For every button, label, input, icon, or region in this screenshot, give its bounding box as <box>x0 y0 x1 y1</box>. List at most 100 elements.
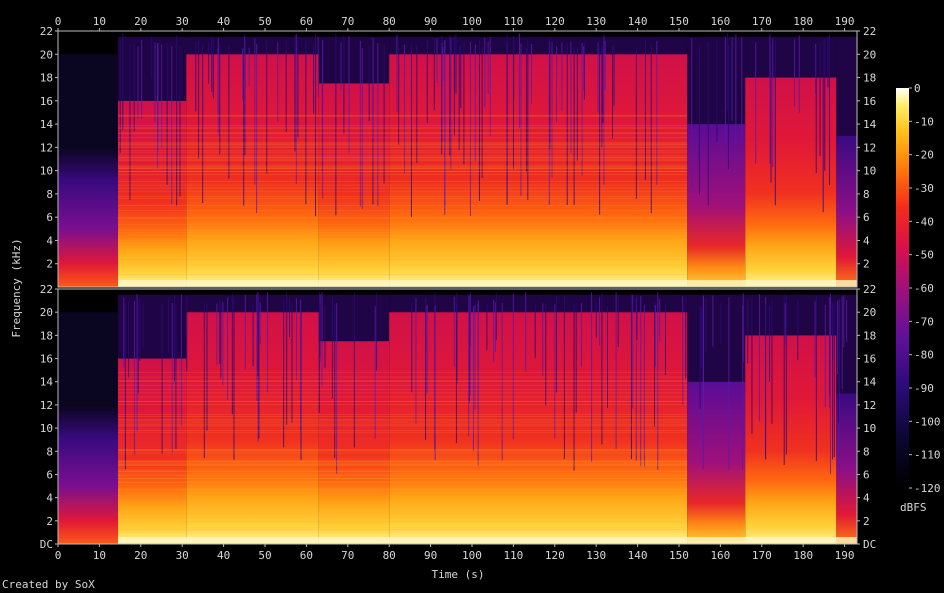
y-tick-label-left: 6 <box>46 211 53 224</box>
x-tick-label-top: 70 <box>341 15 354 28</box>
channel-2-segment-5-haze <box>389 294 688 313</box>
x-tick-label-top: 40 <box>217 15 230 28</box>
y-tick-label-left: 2 <box>46 258 53 271</box>
x-tick-label-top: 180 <box>793 15 813 28</box>
y-tick-label-right: 8 <box>863 188 870 201</box>
y-tick-label-left: 6 <box>46 468 53 481</box>
channel-2-segment-8 <box>836 393 857 544</box>
y-tick-label-left: 8 <box>46 188 53 201</box>
y-tick-label-right: 20 <box>863 48 876 61</box>
colorbar <box>896 88 909 488</box>
x-tick-label-bottom: 170 <box>752 549 772 562</box>
channel-2-segment-8-haze <box>836 294 857 394</box>
y-tick-label-left: 10 <box>40 422 53 435</box>
y-tick-label-left: 16 <box>40 95 53 108</box>
channel-2-segment-1 <box>58 312 119 544</box>
channel-1-segment-8 <box>836 135 857 287</box>
y-tick-label-left: 10 <box>40 165 53 178</box>
y-tick-label-right: 10 <box>863 165 876 178</box>
y-tick-label-right: 4 <box>863 234 870 247</box>
y-tick-label-right: 12 <box>863 141 876 154</box>
channel-1-segment-3-haze <box>186 36 319 55</box>
y-tick-label-right: 18 <box>863 72 876 85</box>
x-tick-label-top: 100 <box>462 15 482 28</box>
x-tick-label-top: 50 <box>258 15 271 28</box>
channel-2-segment-2 <box>118 358 187 544</box>
x-tick-label-bottom: 30 <box>176 549 189 562</box>
x-tick-label-bottom: 20 <box>134 549 147 562</box>
x-tick-label-top: 30 <box>176 15 189 28</box>
y-tick-label-left: 4 <box>46 234 53 247</box>
y-tick-label-left: DC <box>40 538 53 551</box>
x-tick-label-top: 0 <box>55 15 62 28</box>
y-tick-label-left: 14 <box>40 376 54 389</box>
colorbar-tick-label: -10 <box>914 115 934 128</box>
y-tick-label-left: 20 <box>40 48 53 61</box>
y-tick-label-right: 8 <box>863 445 870 458</box>
x-tick-label-bottom: 160 <box>710 549 730 562</box>
y-tick-label-right: 6 <box>863 468 870 481</box>
channel-2-segment-6 <box>687 381 746 544</box>
channel-1-segment-4-haze <box>318 36 390 84</box>
colorbar-tick-label: -80 <box>914 349 934 362</box>
y-tick-label-left: 22 <box>40 25 53 38</box>
x-tick-label-top: 90 <box>424 15 437 28</box>
y-axis-label: Frequency (kHz) <box>10 238 23 337</box>
x-tick-label-bottom: 10 <box>93 549 106 562</box>
y-tick-label-left: 18 <box>40 72 53 85</box>
channel-1-segment-3 <box>186 54 319 287</box>
channel-2-segment-6-haze <box>687 294 746 382</box>
y-tick-label-left: 8 <box>46 445 53 458</box>
channel-1-segment-7-haze <box>745 36 837 78</box>
channel-1-segment-8-haze <box>836 36 857 136</box>
y-tick-label-left: 14 <box>40 118 54 131</box>
x-tick-label-top: 130 <box>586 15 606 28</box>
x-tick-label-top: 120 <box>545 15 565 28</box>
y-tick-label-right: 20 <box>863 306 876 319</box>
x-tick-label-top: 20 <box>134 15 147 28</box>
colorbar-tick-label: -30 <box>914 182 934 195</box>
colorbar-ticks: 0 -10 -20 -30 -40 -50 -60 -70 -80 -90 -100 -110 -120 <box>909 82 941 495</box>
x-tick-label-bottom: 190 <box>835 549 855 562</box>
channel-2-segment-7-haze <box>745 294 837 336</box>
y-tick-label-left: 20 <box>40 306 53 319</box>
x-tick-label-top: 160 <box>710 15 730 28</box>
x-axis-label: Time (s) <box>432 568 485 581</box>
y-tick-label-right: 2 <box>863 515 870 528</box>
y-tick-label-left: 18 <box>40 329 53 342</box>
y-tick-label-left: 12 <box>40 399 53 412</box>
channel-2-segment-5 <box>389 312 688 544</box>
x-tick-label-bottom: 180 <box>793 549 813 562</box>
y-tick-label-right: 18 <box>863 329 876 342</box>
colorbar-tick-label: -90 <box>914 382 934 395</box>
x-tick-label-top: 150 <box>669 15 689 28</box>
x-tick-label-bottom: 80 <box>383 549 396 562</box>
y-tick-label-left: 16 <box>40 353 53 366</box>
x-tick-label-bottom: 110 <box>503 549 523 562</box>
colorbar-tick-label: -60 <box>914 282 934 295</box>
channel-1-segment-6 <box>687 124 746 287</box>
colorbar-tick-label: -120 <box>914 482 941 495</box>
y-tick-label-right: 16 <box>863 353 876 366</box>
channel-2-dc-band <box>118 537 857 544</box>
credit-text: Created by SoX <box>2 578 95 591</box>
x-tick-label-bottom: 70 <box>341 549 354 562</box>
colorbar-tick-label: -40 <box>914 215 934 228</box>
channel-1-segment-2 <box>118 100 187 288</box>
colorbar-tick-label: 0 <box>914 82 921 95</box>
x-tick-label-bottom: 100 <box>462 549 482 562</box>
y-tick-label-right: 6 <box>863 211 870 224</box>
spectrogram-panels <box>58 31 857 544</box>
y-tick-label-right: 10 <box>863 422 876 435</box>
plot-frames <box>57 30 858 545</box>
channel-2-segment-3 <box>186 312 319 544</box>
channel-1-segment-7 <box>745 77 837 287</box>
x-tick-label-top: 190 <box>835 15 855 28</box>
x-axis-ticks: 0 0 10 10 20 20 30 30 40 40 50 50 60 60 70 70 80 80 90 90 10… <box>55 15 855 562</box>
x-tick-label-bottom: 150 <box>669 549 689 562</box>
colorbar-label: dBFS <box>900 501 927 514</box>
y-tick-label-left: 12 <box>40 141 53 154</box>
channel-1-segment-1 <box>58 54 119 287</box>
